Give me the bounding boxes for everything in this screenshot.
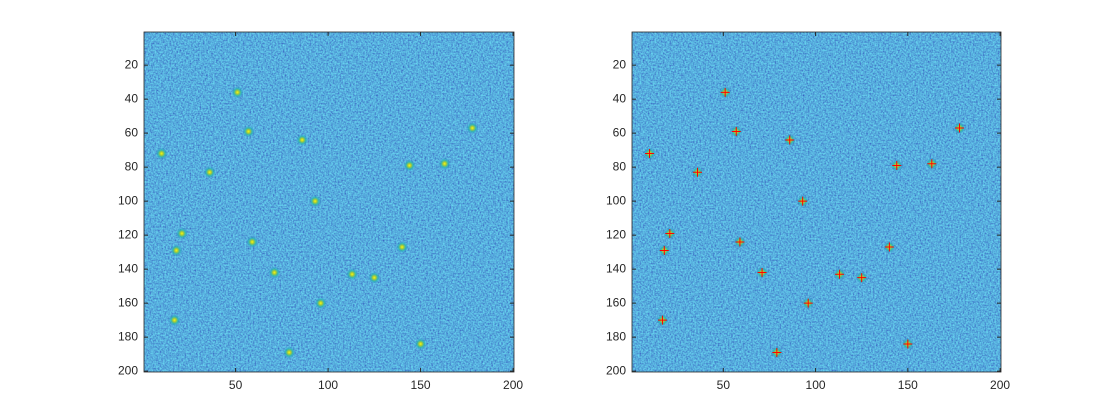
y-tick-label: 100 [118,193,138,207]
marker [731,126,741,136]
y-tick-label: 200 [606,363,626,377]
marker [803,298,813,308]
spot [170,244,183,257]
spot [242,125,255,138]
x-tick-label: 50 [229,378,243,392]
y-tick-label: 120 [118,227,138,241]
image-noise [144,32,514,372]
marker [735,237,745,247]
spot [314,297,327,310]
x-tick-label: 150 [898,378,918,392]
marker [657,315,667,325]
marker [835,269,845,279]
spot [438,157,451,170]
marker [757,268,767,278]
marker [772,347,782,357]
y-tick-label: 160 [606,295,626,309]
spot [368,271,381,284]
marker [903,339,913,349]
marker [884,242,894,252]
y-tick-label: 120 [606,227,626,241]
spot [403,159,416,172]
spot [203,166,216,179]
spot [168,314,181,327]
y-tick-label: 60 [613,125,627,139]
y-tick-label: 80 [125,159,139,173]
spot [414,338,427,350]
spot [155,147,168,160]
image-noise [632,32,1001,372]
marker [665,228,675,238]
x-tick-label: 100 [318,378,338,392]
y-tick-label: 160 [118,295,138,309]
marker [692,167,702,177]
spot [176,227,188,240]
y-tick-label: 180 [118,329,138,343]
marker [892,160,902,170]
spot [466,122,479,134]
x-tick-label: 200 [503,378,523,392]
marker [645,149,655,159]
x-tick-label: 150 [411,378,431,392]
y-tick-label: 140 [118,261,138,275]
spot [283,346,296,359]
y-tick-label: 80 [613,159,627,173]
y-tick-label: 100 [606,193,626,207]
marker [785,135,795,145]
marker [857,273,867,283]
marker [720,87,730,97]
y-tick-label: 40 [613,91,627,105]
y-tick-label: 180 [606,329,626,343]
marker [954,123,964,133]
spot [231,86,244,99]
x-tick-label: 200 [990,378,1010,392]
spot [246,236,259,248]
spot [268,266,281,279]
y-tick-label: 140 [606,261,626,275]
marker [927,159,937,169]
y-tick-label: 60 [125,125,139,139]
axes-box [631,31,1002,373]
x-tick-label: 100 [806,378,826,392]
y-tick-label: 200 [118,363,138,377]
x-tick-label: 50 [717,378,731,392]
spot [396,241,408,253]
axes-box [143,31,515,373]
spot [346,268,359,281]
spot [296,134,309,146]
marker [798,196,808,206]
y-tick-label: 20 [613,57,627,71]
y-tick-label: 20 [125,57,139,71]
y-tick-label: 40 [125,91,139,105]
spot [309,195,322,208]
marker [659,245,669,255]
